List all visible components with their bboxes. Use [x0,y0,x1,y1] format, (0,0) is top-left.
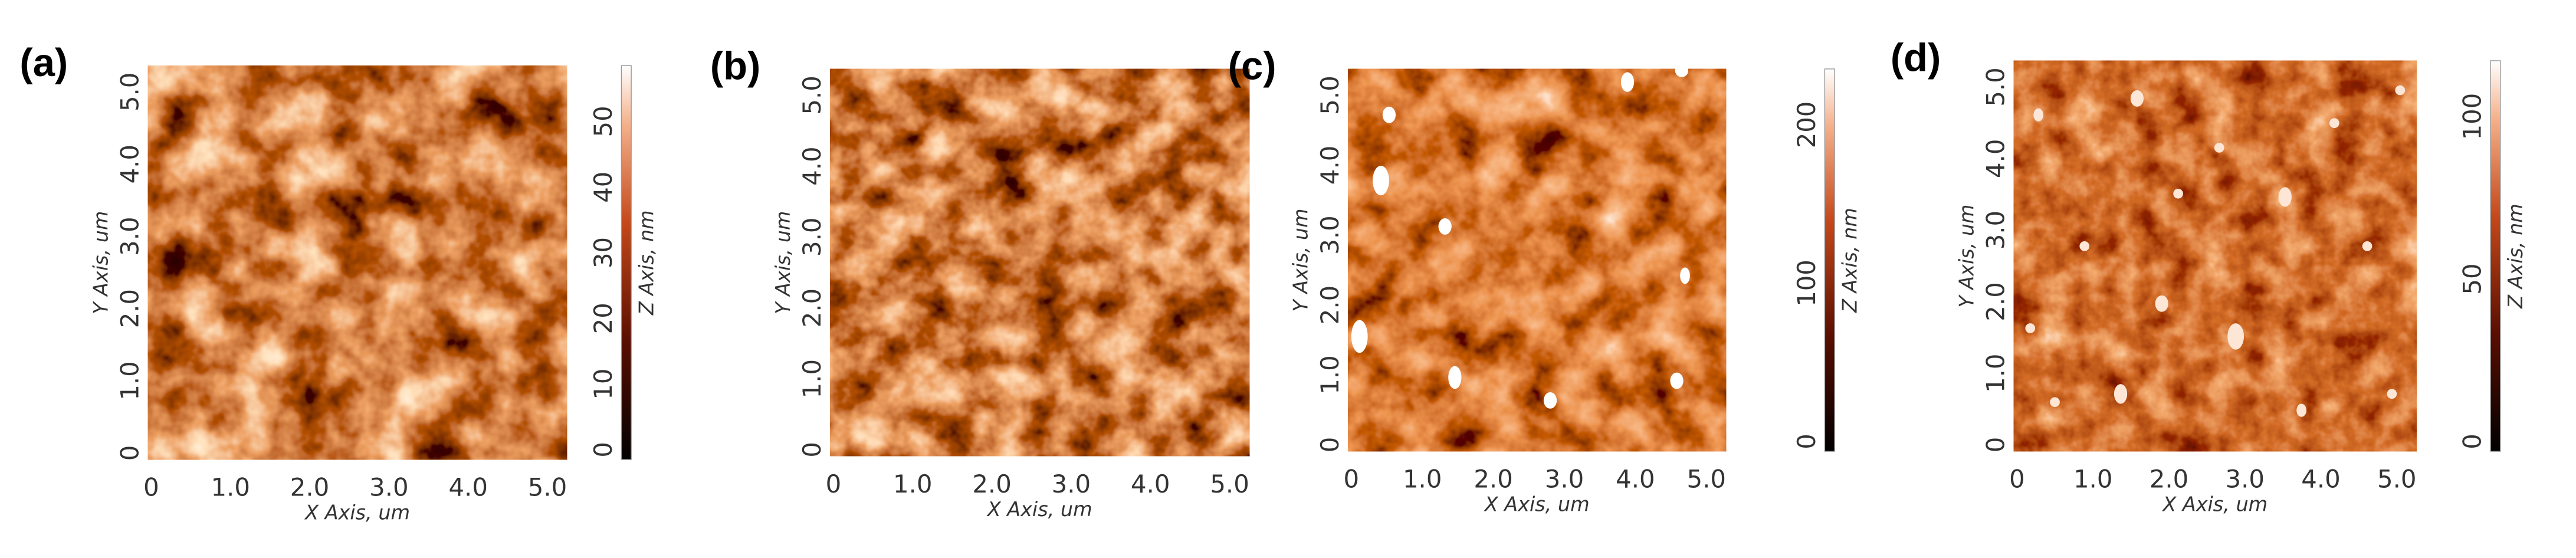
x-tick-label: 5.0 [1687,465,1726,494]
panel-label: (c) [1228,45,1276,88]
y-tick-label: 3.0 [115,216,144,255]
y-tick-label: 3.0 [798,218,826,257]
z-tick-label: 0 [2458,434,2487,449]
x-tick-label: 0 [143,473,159,502]
x-axis-label: X Axis, um [304,501,410,524]
x-tick-label: 2.0 [290,473,329,502]
y-axis-label: Y Axis, um [89,211,112,314]
panel: (c) 0 1.0 2.0 3.0 4.0 5.0 0 1.0 2.0 3.0 4.0 5.0 X Axi… [1228,45,1862,516]
panel-label: (a) [19,41,68,85]
z-tick-label: 40 [589,172,618,203]
y-tick-label: 5.0 [798,76,826,114]
y-tick-label: 3.0 [1315,215,1344,254]
x-tick-label: 4.0 [2301,465,2340,494]
afm-image [2013,60,2417,452]
panel: (b) 0 1.0 2.0 3.0 4.0 5.0 0 1.0 2.0 3.0 4.0 5.0 X Axi… [710,45,1250,521]
particles [2025,85,2406,417]
x-tick-label: 3.0 [1545,465,1584,494]
y-tick-label: 4.0 [1981,139,2010,178]
x-axis-label: X Axis, um [1484,493,1590,516]
z-tick-label: 20 [589,303,618,334]
x-tick-label: 1.0 [211,473,250,502]
y-axis-label: Y Axis, um [1289,208,1312,311]
x-tick-label: 1.0 [893,470,932,498]
y-tick-label: 2.0 [1315,285,1344,324]
z-axis-label: Z Axis, nm [635,210,658,316]
y-tick-label: 1.0 [798,359,826,398]
afm-image [1348,68,1727,452]
x-tick-label: 3.0 [2225,465,2264,494]
panel-label: (b) [710,45,760,88]
x-tick-label: 4.0 [448,473,487,502]
y-tick-label: 4.0 [798,146,826,185]
colorbar [2490,60,2501,452]
y-tick-label: 0 [798,442,826,458]
z-tick-label: 50 [589,106,618,137]
y-tick-label: 4.0 [1315,146,1344,185]
y-tick-label: 1.0 [115,361,144,400]
y-tick-label: 1.0 [1315,355,1344,394]
z-tick-label: 100 [1792,260,1821,307]
x-tick-label: 3.0 [1052,470,1091,498]
y-tick-label: 2.0 [115,289,144,328]
x-tick-label: 1.0 [2073,465,2112,494]
z-tick-label: 0 [1792,434,1821,449]
y-axis-label: Y Axis, um [1955,204,1978,307]
z-tick-label: 10 [589,369,618,400]
x-tick-label: 4.0 [1131,470,1170,498]
z-tick-label: 30 [589,237,618,268]
x-tick-label: 2.0 [2150,465,2188,494]
y-tick-label: 5.0 [1981,67,2010,106]
x-tick-label: 5.0 [528,473,567,502]
x-tick-label: 0 [2009,465,2025,494]
x-tick-label: 0 [826,470,842,498]
y-tick-label: 4.0 [115,145,144,183]
afm-image [147,65,567,460]
z-tick-label: 100 [2458,93,2487,140]
x-tick-label: 5.0 [2377,465,2416,494]
x-tick-label: 4.0 [1616,465,1655,494]
colorbar [621,65,632,460]
z-tick-label: 200 [1792,101,1821,149]
z-tick-label: 50 [2458,263,2487,294]
panel-label: (d) [1891,37,1941,80]
x-tick-label: 2.0 [1474,465,1512,494]
x-tick-label: 3.0 [369,473,408,502]
y-tick-label: 5.0 [115,73,144,111]
x-tick-label: 2.0 [972,470,1011,498]
y-tick-label: 0 [115,445,144,461]
z-axis-label: Z Axis, nm [2504,203,2527,309]
y-tick-label: 3.0 [1981,211,2010,250]
y-tick-label: 5.0 [1315,76,1344,114]
y-tick-label: 1.0 [1981,354,2010,393]
y-tick-label: 0 [1315,437,1344,453]
particles [1351,64,1690,409]
panel: (a) 0 1.0 2.0 3.0 4.0 5.0 0 1.0 2.0 3.0 4.0 5.0 X Axi… [19,41,658,524]
z-axis-label: Z Axis, nm [1838,208,1861,313]
x-tick-label: 1.0 [1403,465,1442,494]
x-axis-label: X Axis, um [986,498,1092,521]
y-axis-label: Y Axis, um [772,211,795,314]
x-axis-label: X Axis, um [2161,493,2267,516]
z-tick-label: 0 [589,442,618,458]
x-tick-label: 5.0 [1210,470,1249,498]
y-tick-label: 2.0 [798,288,826,327]
afm-image [830,68,1250,457]
y-tick-label: 2.0 [1981,282,2010,321]
colorbar [1824,68,1835,452]
x-tick-label: 0 [1343,465,1359,494]
y-tick-label: 0 [1981,437,2010,453]
panel: (d) 0 1.0 2.0 3.0 4.0 5.0 0 1.0 2.0 3.0 4.0 5.0 X Axi… [1891,37,2527,516]
